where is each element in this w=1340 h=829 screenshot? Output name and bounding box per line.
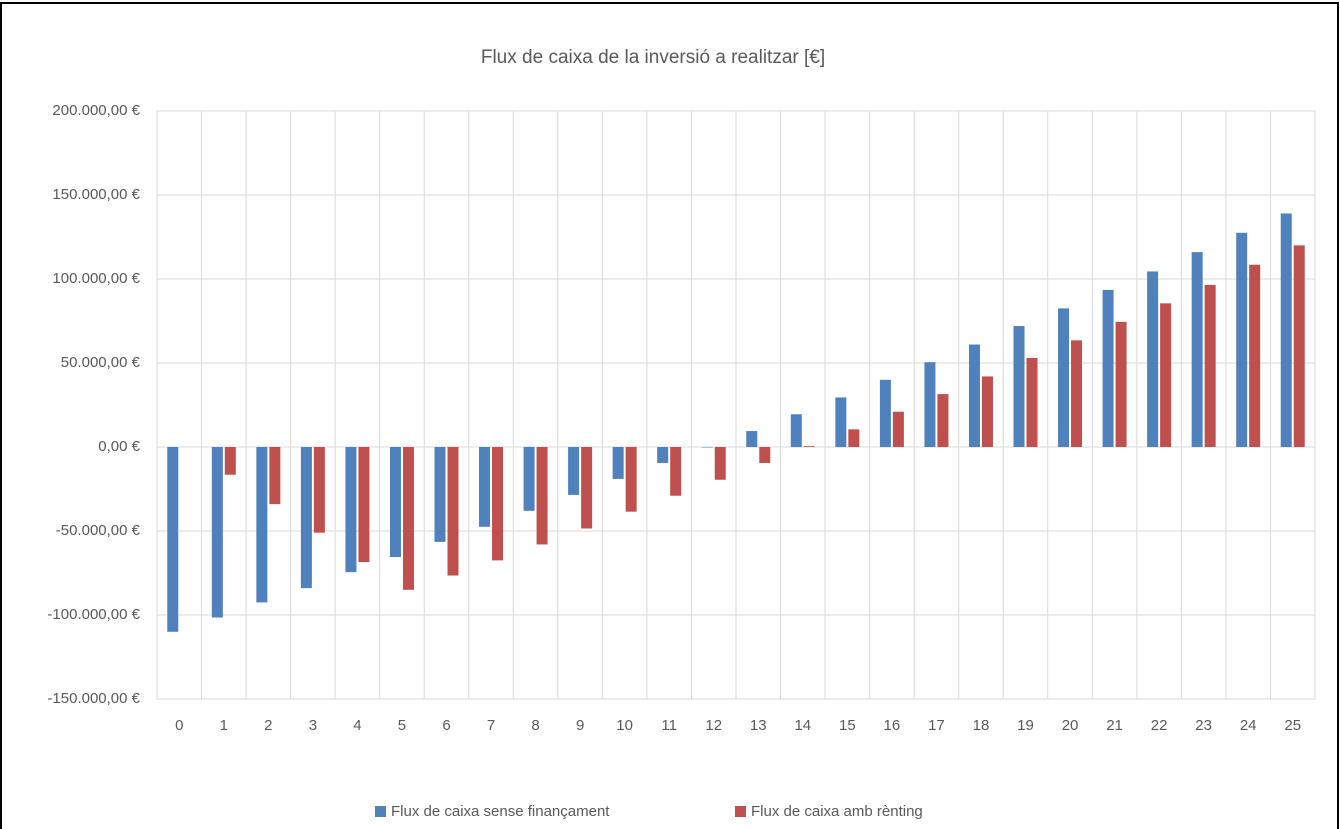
bar bbox=[224, 447, 236, 475]
x-tick-label: 6 bbox=[442, 717, 450, 734]
bar bbox=[402, 447, 414, 590]
x-tick-label: 11 bbox=[661, 717, 677, 734]
x-tick-label: 7 bbox=[487, 717, 495, 734]
bar bbox=[803, 446, 815, 447]
bar bbox=[1280, 213, 1292, 447]
bar bbox=[523, 447, 535, 511]
y-tick-label: 200.000,00 € bbox=[52, 102, 140, 119]
bar bbox=[1013, 326, 1025, 447]
bar bbox=[1293, 245, 1305, 447]
bar bbox=[924, 362, 936, 447]
bar bbox=[1026, 357, 1038, 447]
legend-label: Flux de caixa amb rènting bbox=[751, 803, 923, 820]
x-tick-label: 0 bbox=[175, 717, 183, 734]
bar bbox=[536, 447, 548, 545]
bar bbox=[670, 447, 682, 496]
x-tick-label: 20 bbox=[1062, 717, 1079, 734]
bar bbox=[1236, 232, 1248, 447]
bar bbox=[167, 447, 179, 632]
bar bbox=[1058, 308, 1070, 447]
bar bbox=[657, 447, 669, 463]
x-tick-label: 4 bbox=[353, 717, 361, 734]
bar bbox=[937, 394, 949, 447]
bar bbox=[269, 447, 281, 505]
x-tick-label: 19 bbox=[1017, 717, 1034, 734]
x-tick-label: 21 bbox=[1106, 717, 1123, 734]
bar bbox=[981, 376, 993, 447]
x-tick-label: 22 bbox=[1151, 717, 1168, 734]
legend-swatch bbox=[375, 806, 386, 817]
bar bbox=[835, 397, 847, 447]
y-tick-label: 50.000,00 € bbox=[61, 354, 141, 371]
bar bbox=[1191, 252, 1203, 447]
bar bbox=[1204, 284, 1216, 447]
y-tick-label: 150.000,00 € bbox=[52, 186, 140, 203]
bar bbox=[1249, 264, 1261, 447]
bar bbox=[1147, 271, 1159, 447]
bar bbox=[211, 447, 223, 618]
bar bbox=[479, 447, 491, 527]
x-tick-label: 2 bbox=[264, 717, 272, 734]
bar bbox=[434, 447, 446, 542]
legend-label: Flux de caixa sense finançament bbox=[391, 803, 610, 820]
y-tick-label: -50.000,00 € bbox=[56, 522, 141, 539]
bar bbox=[1115, 321, 1127, 447]
bar bbox=[746, 431, 758, 447]
x-tick-label: 10 bbox=[616, 717, 633, 734]
x-tick-label: 16 bbox=[884, 717, 901, 734]
x-tick-label: 12 bbox=[705, 717, 722, 734]
bar bbox=[358, 447, 370, 563]
x-tick-label: 17 bbox=[928, 717, 945, 734]
bar bbox=[1102, 289, 1114, 447]
x-tick-label: 5 bbox=[398, 717, 406, 734]
bar bbox=[581, 447, 593, 529]
bar bbox=[345, 447, 357, 573]
bar bbox=[790, 414, 802, 447]
bar bbox=[714, 447, 726, 480]
bar bbox=[968, 344, 980, 447]
x-tick-label: 25 bbox=[1284, 717, 1301, 734]
bar bbox=[759, 447, 771, 463]
bar bbox=[300, 447, 312, 589]
x-tick-label: 13 bbox=[750, 717, 767, 734]
bar bbox=[492, 447, 504, 561]
y-tick-label: 100.000,00 € bbox=[52, 270, 140, 287]
bar bbox=[701, 447, 713, 448]
y-tick-label: -100.000,00 € bbox=[47, 606, 140, 623]
bar bbox=[447, 447, 459, 576]
x-tick-label: 24 bbox=[1240, 717, 1257, 734]
bar bbox=[1071, 340, 1083, 447]
bar bbox=[1160, 303, 1172, 447]
chart-title: Flux de caixa de la inversió a realitzar… bbox=[481, 47, 825, 68]
x-tick-label: 3 bbox=[309, 717, 317, 734]
bar bbox=[625, 447, 637, 512]
x-tick-label: 15 bbox=[839, 717, 856, 734]
y-tick-label: 0,00 € bbox=[98, 438, 140, 455]
bar bbox=[848, 429, 860, 447]
x-tick-label: 18 bbox=[973, 717, 990, 734]
y-tick-label: -150.000,00 € bbox=[47, 690, 140, 707]
legend-swatch bbox=[735, 806, 746, 817]
x-tick-label: 9 bbox=[576, 717, 584, 734]
bar bbox=[389, 447, 401, 558]
x-tick-label: 23 bbox=[1195, 717, 1212, 734]
bar bbox=[256, 447, 268, 603]
x-tick-label: 1 bbox=[220, 717, 228, 734]
bar bbox=[313, 447, 325, 533]
x-tick-label: 8 bbox=[531, 717, 539, 734]
bar bbox=[568, 447, 580, 495]
x-tick-label: 14 bbox=[794, 717, 811, 734]
bar bbox=[879, 379, 891, 447]
bar bbox=[892, 411, 904, 447]
bar bbox=[612, 447, 624, 479]
